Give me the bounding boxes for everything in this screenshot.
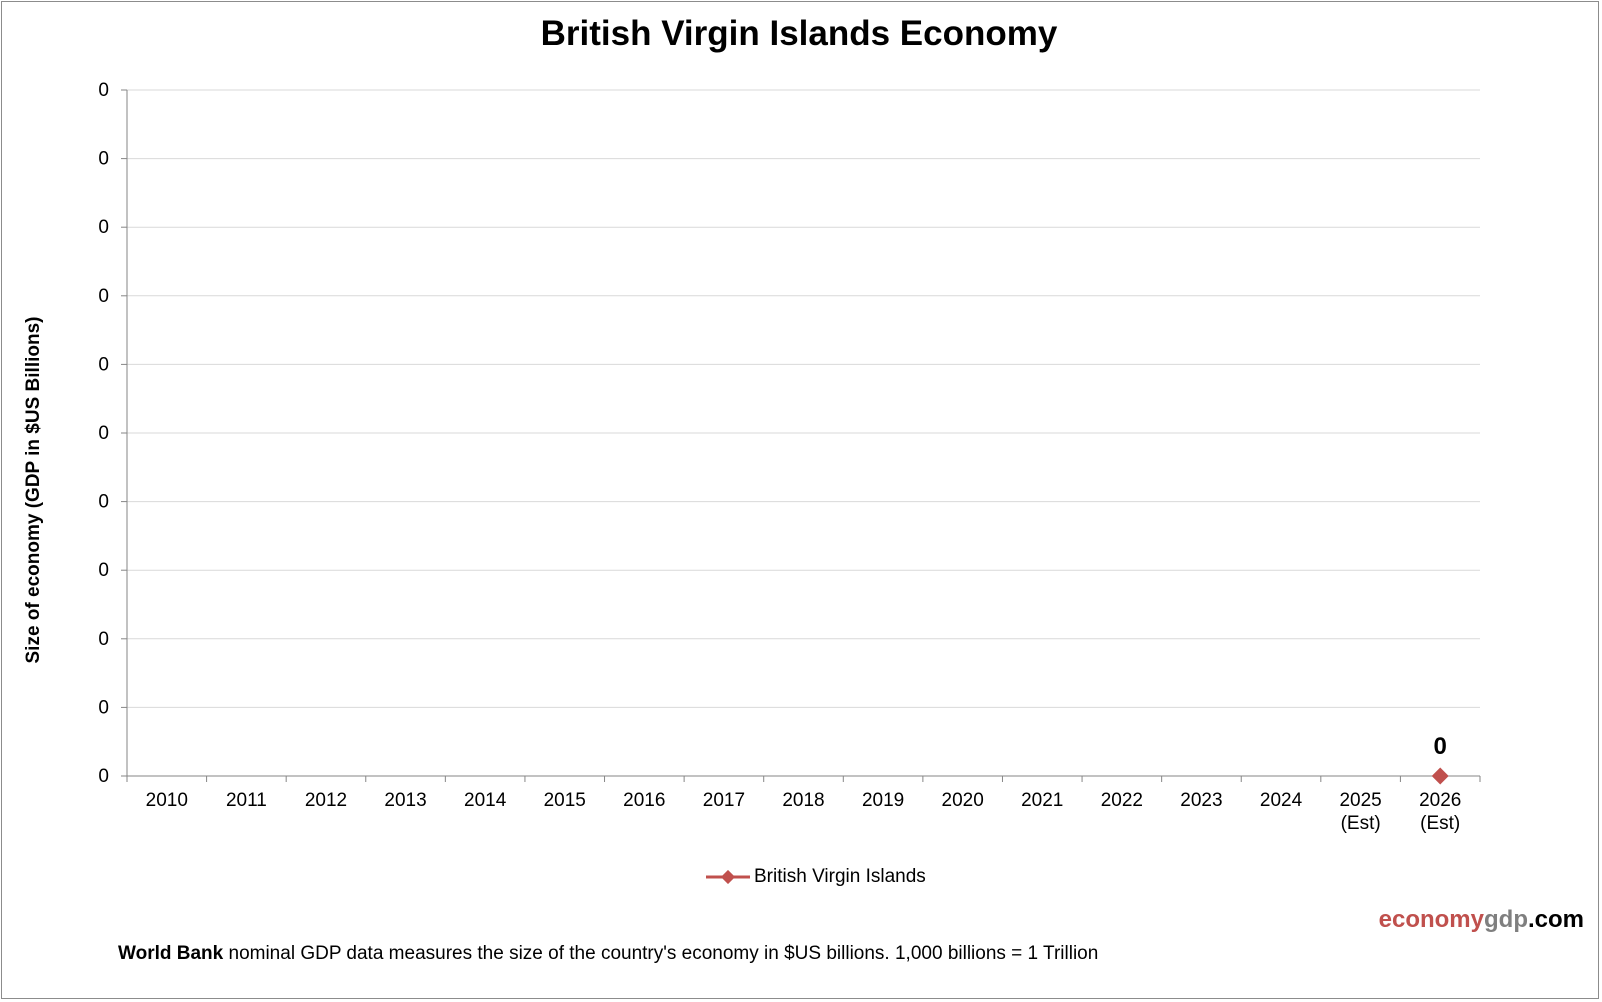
- legend-label: British Virgin Islands: [754, 866, 926, 887]
- x-tick-label: 2012: [305, 790, 347, 811]
- x-tick-label: 2015: [544, 790, 586, 811]
- y-tick-label: 0: [98, 492, 109, 513]
- footnote-text: nominal GDP data measures the size of th…: [223, 943, 1099, 964]
- y-tick-label: 0: [98, 286, 109, 307]
- x-tick-label: 2011: [226, 790, 267, 811]
- legend-swatch: [706, 870, 750, 884]
- x-tick-labels: 2010 2011 2012 2013 2014 2015 2016 2017 2018 2019…: [146, 790, 1462, 834]
- x-tick-label: 2013: [384, 790, 426, 811]
- series: 0: [1431, 733, 1449, 785]
- y-tick-label: 0: [98, 80, 109, 101]
- footnote: World Bank nominal GDP data measures the…: [118, 943, 1098, 965]
- y-axis-label: Size of economy (GDP in $US Billions): [23, 316, 44, 664]
- x-tick-label: 2019: [862, 790, 904, 811]
- legend: British Virgin Islands: [706, 866, 926, 888]
- footnote-source: World Bank: [118, 943, 224, 964]
- x-tick-label: 2026 (Est): [1419, 790, 1461, 834]
- x-tick-label: 2023: [1180, 790, 1222, 811]
- x-tick-label: 2010: [146, 790, 188, 811]
- brand-part3: .com: [1527, 906, 1584, 933]
- x-tick-label: 2016: [623, 790, 665, 811]
- y-tick-label: 0: [98, 697, 109, 718]
- x-tick-label: 2025 (Est): [1339, 790, 1381, 834]
- y-tick-label: 0: [98, 560, 109, 581]
- x-tick-label: 2018: [782, 790, 824, 811]
- x-tick-label: 2014: [464, 790, 507, 811]
- x-tick-label: 2024: [1260, 790, 1303, 811]
- data-point: [1431, 767, 1449, 785]
- y-tick-label: 0: [98, 629, 109, 650]
- y-tick-label: 0: [98, 217, 109, 238]
- y-tick-labels: 0 0 0 0 0 0 0 0 0 0 0: [98, 80, 109, 787]
- brand-logo: economygdp.com: [1379, 906, 1584, 934]
- x-tick-label: 2020: [942, 790, 984, 811]
- brand-part1: economy: [1378, 906, 1484, 933]
- chart-title: British Virgin Islands Economy: [540, 14, 1058, 53]
- axes: [121, 89, 1481, 782]
- x-tick-label: 2021: [1021, 790, 1063, 811]
- y-tick-label: 0: [98, 423, 109, 444]
- data-label: 0: [1434, 733, 1447, 760]
- y-tick-label: 0: [98, 354, 109, 375]
- x-tick-label: 2022: [1101, 790, 1143, 811]
- gridlines: [127, 89, 1480, 708]
- x-tick-label: 2017: [703, 790, 745, 811]
- brand-part2: gdp: [1484, 906, 1528, 933]
- y-tick-label: 0: [98, 766, 109, 787]
- y-tick-label: 0: [98, 149, 109, 170]
